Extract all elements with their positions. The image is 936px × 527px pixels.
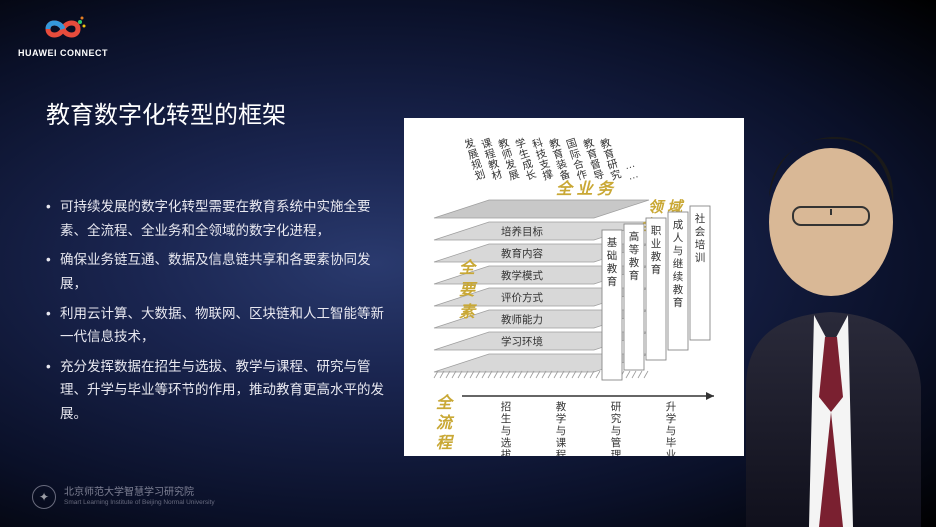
svg-text:教育内容: 教育内容 xyxy=(501,247,543,260)
axis-label-left: 全 要 素 xyxy=(459,259,479,321)
bullet-item: 可持续发展的数字化转型需要在教育系统中实施全要素、全流程、全业务和全领域的数字化… xyxy=(46,195,386,242)
svg-text:教学模式: 教学模式 xyxy=(501,269,543,282)
bullet-list: 可持续发展的数字化转型需要在教育系统中实施全要素、全流程、全业务和全领域的数字化… xyxy=(46,195,386,432)
svg-text:评价方式: 评价方式 xyxy=(501,291,543,304)
org-icon: ✦ xyxy=(32,485,56,509)
bullet-item: 充分发挥数据在招生与选拔、教学与课程、研究与管理、升学与毕业等环节的作用，推动教… xyxy=(46,355,386,426)
slide-title: 教育数字化转型的框架 xyxy=(46,95,286,130)
svg-text:教学与课程: 教学与课程 xyxy=(556,400,567,456)
org-name-cn: 北京师范大学智慧学习研究院 xyxy=(64,487,215,499)
org-name-en: Smart Learning Institute of Beijing Norm… xyxy=(64,499,215,507)
top-axis-labels: 发展规划课程教材教师发展学生成长科技支撑教育装备国际合作教育督导教育研究…… xyxy=(463,136,640,183)
svg-text:职业教育: 职业教育 xyxy=(651,225,662,276)
svg-text:成人与继续教育: 成人与继续教育 xyxy=(673,219,684,309)
svg-text:招生与选拔: 招生与选拔 xyxy=(501,400,512,456)
svg-text:学习环境: 学习环境 xyxy=(501,335,543,348)
brand-text: HUAWEI CONNECT xyxy=(18,48,108,58)
bullet-item: 确保业务链互通、数据及信息链共享和各要素协同发展， xyxy=(46,248,386,295)
bullet-item: 利用云计算、大数据、物联网、区块链和人工智能等新一代信息技术， xyxy=(46,302,386,349)
footer-org: ✦ 北京师范大学智慧学习研究院 Smart Learning Institute… xyxy=(32,485,215,509)
arrow-icon xyxy=(706,392,714,400)
svg-text:升学与毕业: 升学与毕业 xyxy=(666,401,677,456)
presenter-photo xyxy=(721,87,936,527)
axis-label-bottom: 全 流 程 xyxy=(436,394,456,452)
framework-diagram: 学习环境 教师能力 评价方式 教学模式 教育内容 培养目标 发展规划课程教材教师发展学生成… xyxy=(404,118,744,456)
infinity-icon xyxy=(34,14,92,44)
svg-text:研究与管理: 研究与管理 xyxy=(611,401,622,456)
svg-text:……: …… xyxy=(623,158,640,183)
brand-logo: HUAWEI CONNECT xyxy=(18,14,108,58)
bottom-axis-labels: 招生与选拔 教学与课程 研究与管理 升学与毕业 xyxy=(501,400,677,456)
axis-label-top: 全 业 务 xyxy=(556,180,615,198)
depth-cards: 基础教育高等教育职业教育成人与继续教育社会培训 xyxy=(602,206,710,380)
svg-text:教师能力: 教师能力 xyxy=(501,313,543,326)
svg-text:培养目标: 培养目标 xyxy=(501,225,543,238)
